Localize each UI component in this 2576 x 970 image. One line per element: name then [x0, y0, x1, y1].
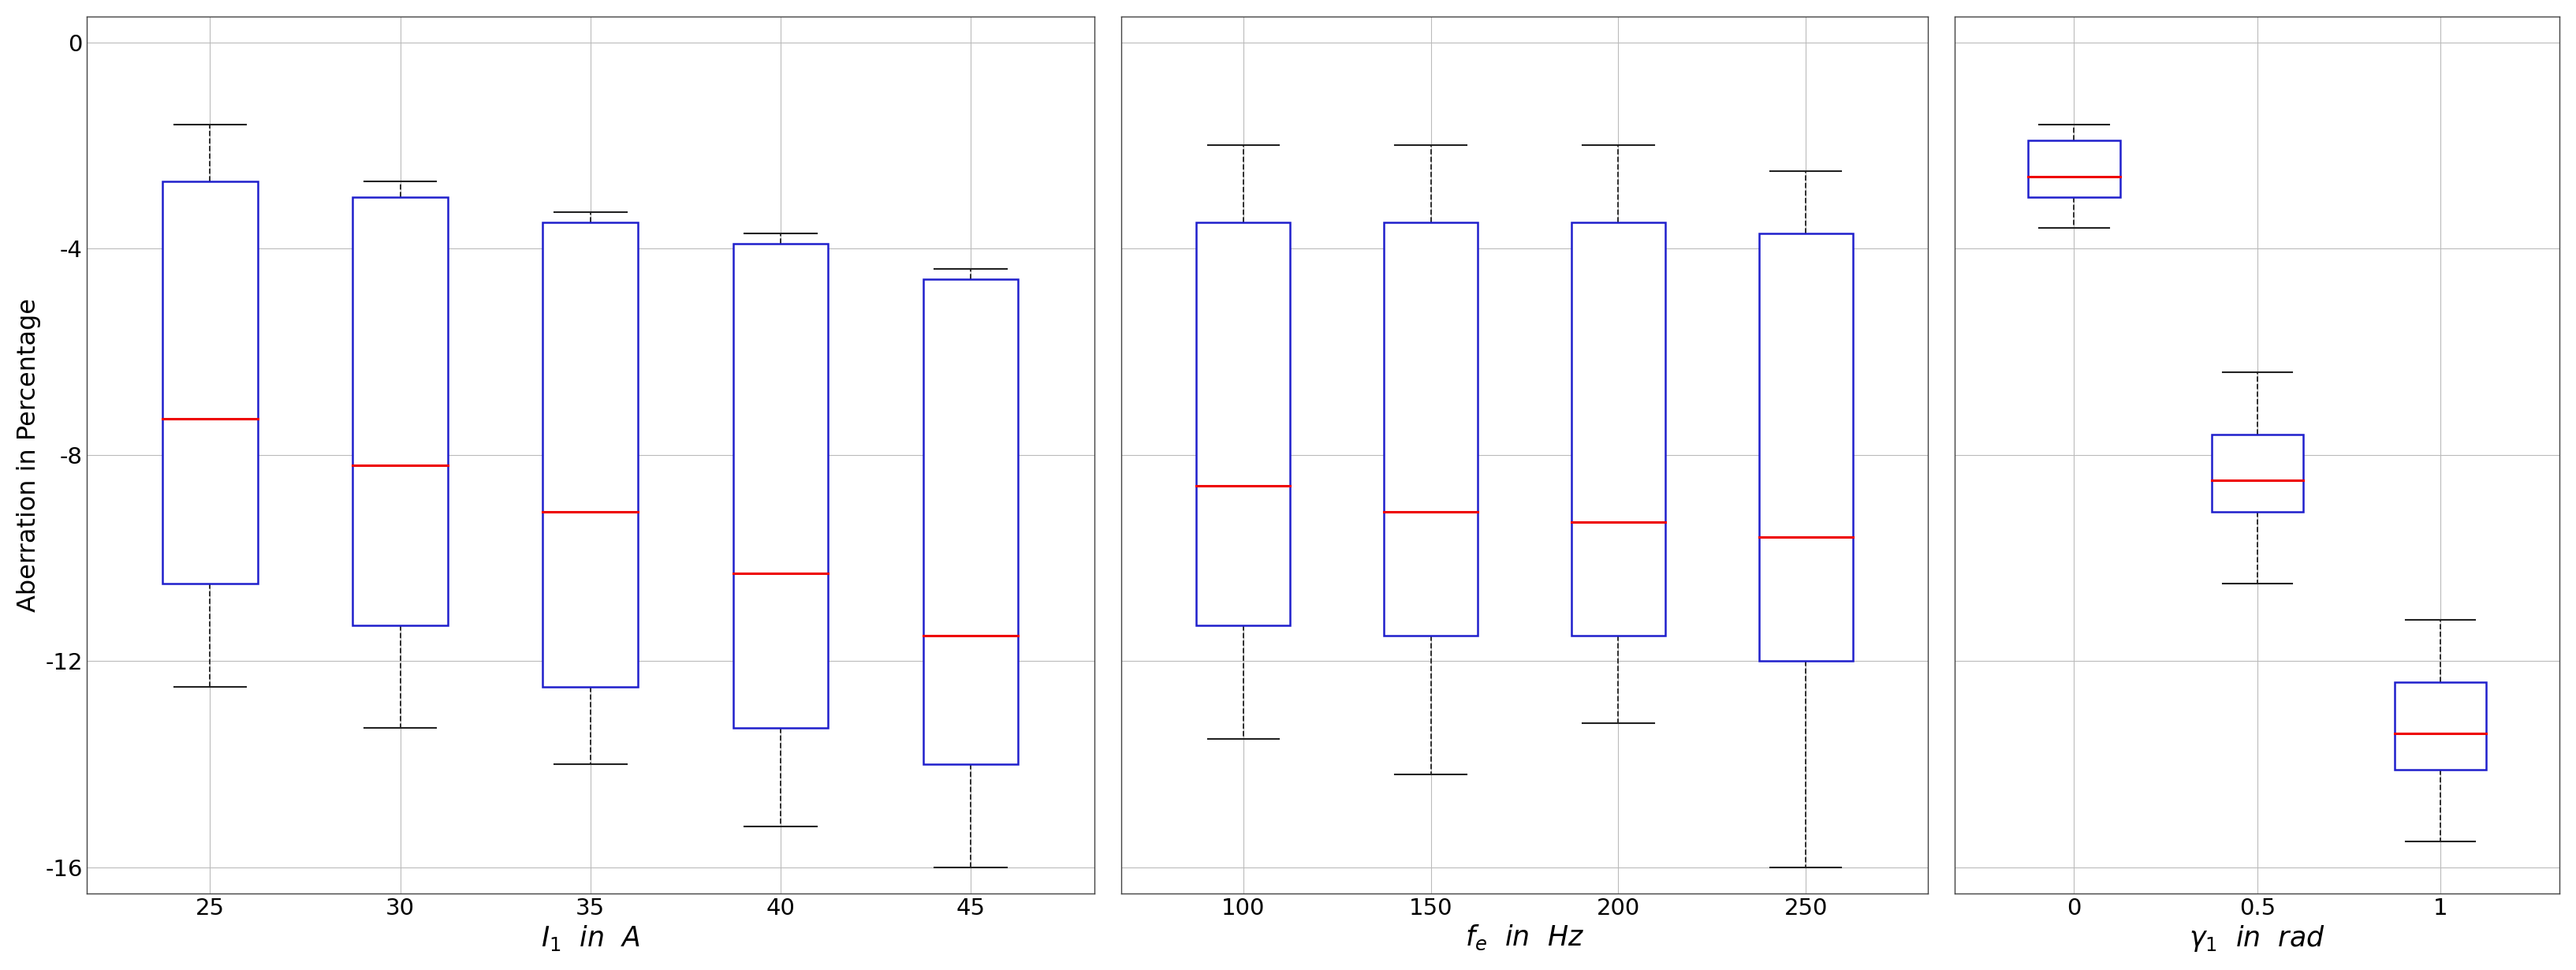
- Bar: [1759, 233, 1852, 662]
- Bar: [1195, 223, 1291, 625]
- X-axis label: $\gamma_1$  $in$  $rad$: $\gamma_1$ $in$ $rad$: [2190, 923, 2326, 954]
- Bar: [2027, 141, 2120, 197]
- X-axis label: $I_1$  $in$  $A$: $I_1$ $in$ $A$: [541, 923, 639, 953]
- Bar: [162, 181, 258, 584]
- Bar: [353, 197, 448, 625]
- Y-axis label: Aberration in Percentage: Aberration in Percentage: [15, 298, 41, 612]
- Bar: [734, 243, 827, 728]
- Bar: [922, 279, 1018, 764]
- X-axis label: $f_e$  $in$  $Hz$: $f_e$ $in$ $Hz$: [1466, 923, 1584, 953]
- Bar: [2210, 435, 2303, 511]
- Bar: [544, 223, 639, 687]
- Bar: [2396, 682, 2486, 769]
- Bar: [1571, 223, 1664, 635]
- Bar: [1383, 223, 1479, 635]
